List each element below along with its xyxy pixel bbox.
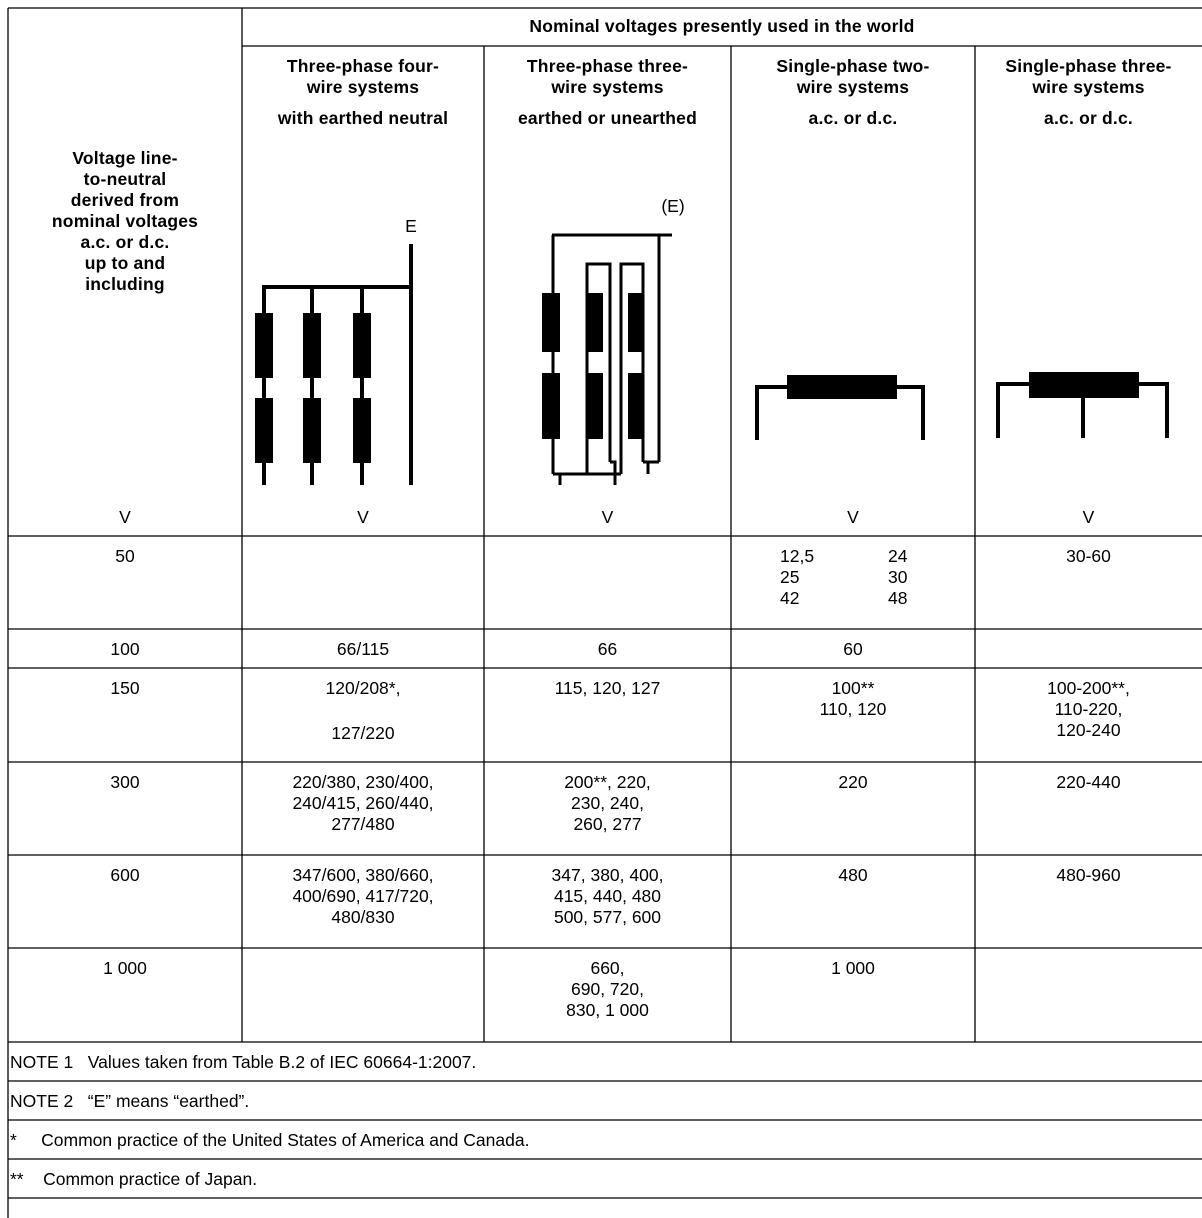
row-cell: 127/220 — [331, 723, 395, 743]
row-cell: 220/380, 230/400, 240/415, 260/440, 277/… — [292, 772, 434, 834]
row-cell: 115, 120, 127 — [554, 678, 661, 698]
three-phase-three-wire-diagram — [542, 233, 672, 485]
row-voltage: 300 — [110, 772, 140, 792]
row-cell: 66/115 — [336, 639, 390, 659]
col1-subtitle: with earthed neutral — [277, 108, 449, 128]
row-voltage: 1 000 — [103, 958, 147, 978]
row-voltage: 150 — [110, 678, 140, 698]
row-cell: 347, 380, 400, 415, 440, 480 500, 577, 6… — [551, 865, 664, 927]
col2-subtitle: earthed or unearthed — [517, 108, 698, 128]
single-phase-two-wire-diagram — [755, 375, 925, 440]
row-cell: 480-960 — [1056, 865, 1121, 885]
earthed-label: E — [405, 216, 417, 236]
unit-label: V — [119, 507, 131, 527]
row-cell: 24 30 48 — [888, 546, 908, 608]
span-title: Nominal voltages presently used in the w… — [529, 16, 915, 36]
col3-subtitle: a.c. or d.c. — [808, 108, 898, 128]
unit-label: V — [601, 507, 614, 527]
optional-earth-label: (E) — [661, 196, 685, 216]
col2-title: Three-phase three- wire systems — [526, 56, 689, 97]
three-phase-four-wire-diagram — [255, 244, 413, 485]
footnote-double-star: ** Common practice of Japan. — [10, 1169, 258, 1189]
col3-title: Single-phase two- wire systems — [776, 56, 930, 97]
row-cell: 60 — [843, 639, 863, 659]
first-column-header: Voltage line- to-neutral derived from no… — [51, 148, 199, 294]
col4-subtitle: a.c. or d.c. — [1044, 108, 1133, 128]
row-cell: 30-60 — [1066, 546, 1111, 566]
row-cell: 220 — [838, 772, 868, 792]
single-phase-three-wire-diagram — [996, 372, 1169, 438]
row-cell: 120/208*, — [325, 678, 401, 698]
row-cell: 100** 110, 120 — [819, 678, 887, 719]
row-cell: 200**, 220, 230, 240, 260, 277 — [564, 772, 651, 834]
row-cell: 480 — [838, 865, 868, 885]
row-voltage: 100 — [110, 639, 140, 659]
row-cell: 66 — [597, 639, 618, 659]
row-cell: 660, 690, 720, 830, 1 000 — [566, 958, 649, 1020]
col1-title: Three-phase four- wire systems — [286, 56, 440, 97]
footnote-single-star: * Common practice of the United States o… — [10, 1130, 530, 1150]
row-cell: 220-440 — [1056, 772, 1121, 792]
row-voltage: 50 — [115, 546, 135, 566]
row-cell: 100-200**, 110-220, 120-240 — [1047, 678, 1130, 740]
row-cell: 347/600, 380/660, 400/690, 417/720, 480/… — [292, 865, 434, 927]
col4-title: Single-phase three- wire systems — [1005, 56, 1172, 97]
note-1: NOTE 1 Values taken from Table B.2 of IE… — [10, 1052, 477, 1072]
unit-label: V — [357, 507, 369, 527]
row-cell: 12,5 25 42 — [780, 546, 815, 608]
row-voltage: 600 — [110, 865, 140, 885]
unit-label: V — [1082, 507, 1095, 527]
note-2: NOTE 2 “E” means “earthed”. — [10, 1091, 250, 1111]
row-cell: 1 000 — [831, 958, 875, 978]
unit-label: V — [847, 507, 859, 527]
